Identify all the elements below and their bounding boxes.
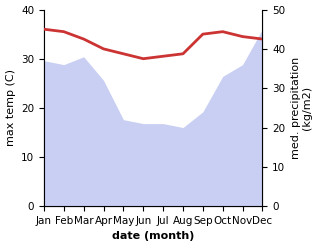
Y-axis label: max temp (C): max temp (C)	[5, 69, 16, 146]
X-axis label: date (month): date (month)	[112, 231, 194, 242]
Y-axis label: med. precipitation
(kg/m2): med. precipitation (kg/m2)	[291, 57, 313, 159]
